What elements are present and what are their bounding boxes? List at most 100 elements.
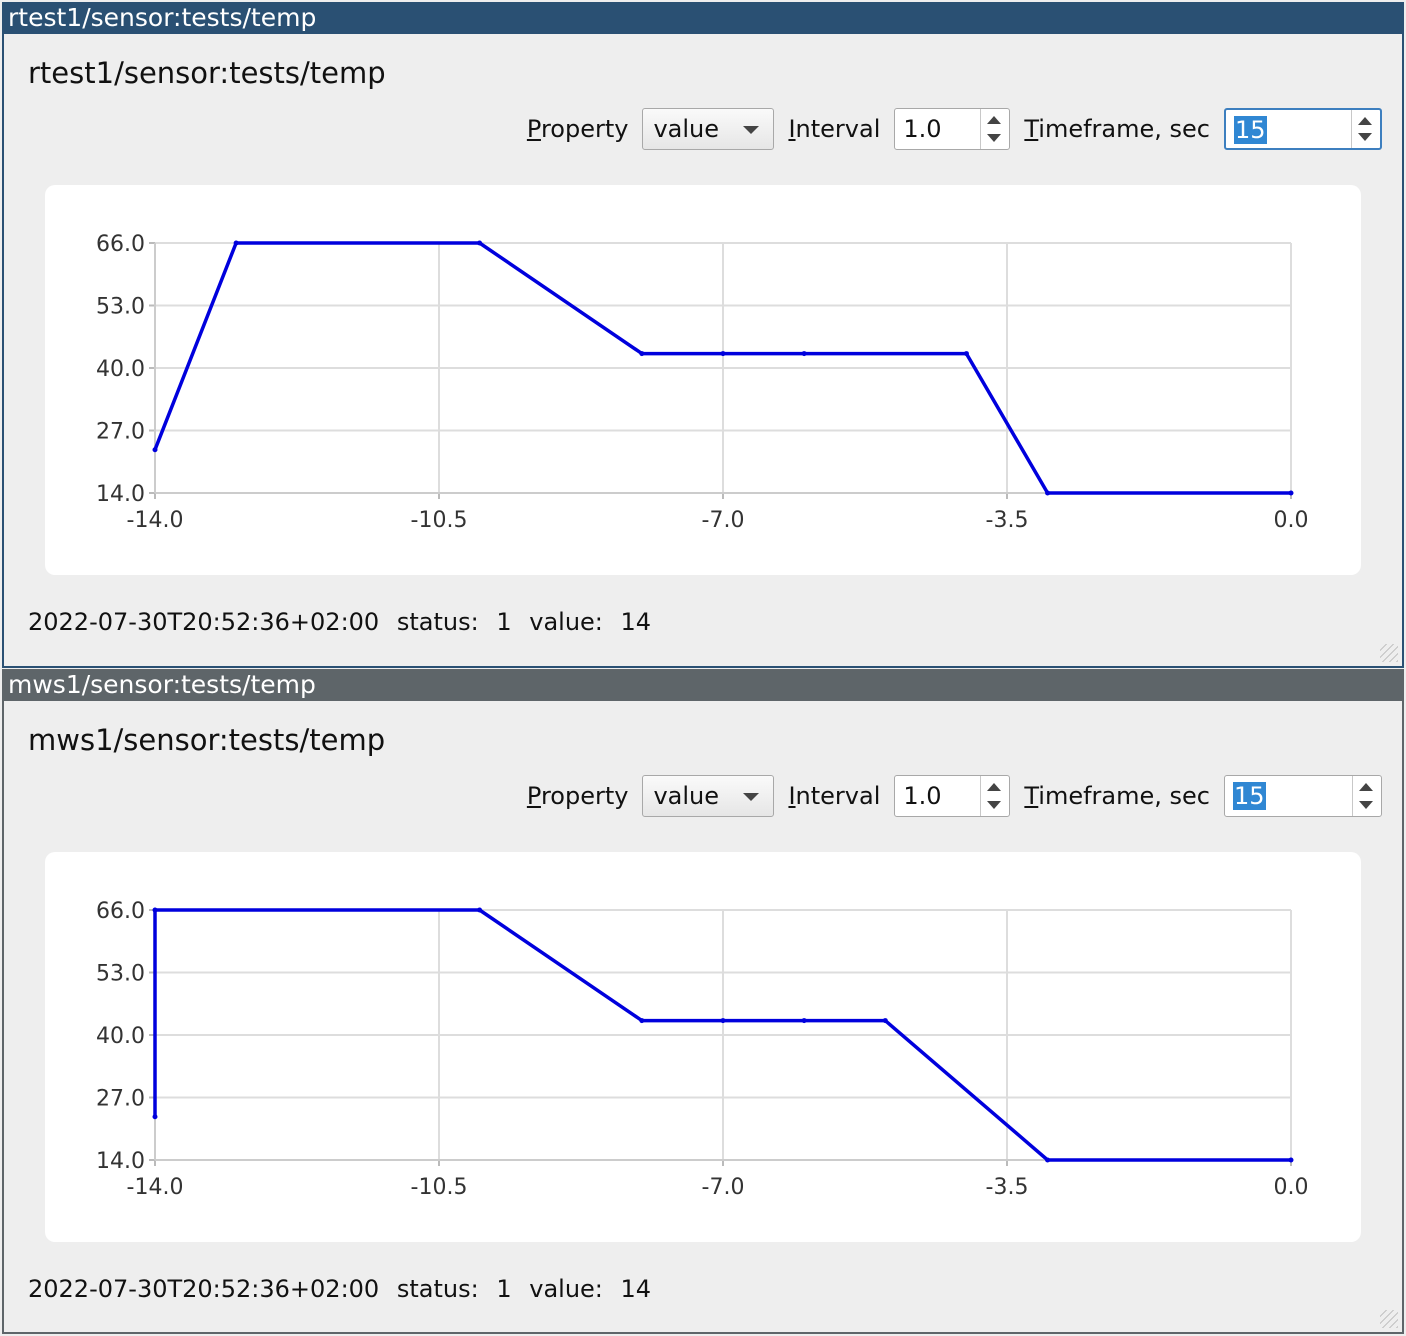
data-point xyxy=(477,907,483,913)
property-select[interactable]: value xyxy=(642,775,775,817)
spin-down-icon[interactable] xyxy=(1359,801,1373,809)
window-titlebar[interactable]: rtest1/sensor:tests/temp xyxy=(4,2,1402,34)
data-point xyxy=(233,240,239,246)
data-point xyxy=(152,907,158,913)
interval-label-rest: nterval xyxy=(795,782,881,810)
x-tick-label: -7.0 xyxy=(702,508,745,533)
line-chart: -14.0 -10.5 -7.0 -3.5 0.0 14.0 27.0 40.0 53.0 66.… xyxy=(96,232,1309,533)
resize-grip-icon[interactable] xyxy=(1380,1310,1398,1328)
y-tick-label: 66.0 xyxy=(96,232,145,257)
status-timestamp: 2022-07-30T20:52:36+02:00 xyxy=(28,608,380,636)
chevron-down-icon xyxy=(743,793,760,801)
interval-value: 1.0 xyxy=(903,782,942,810)
property-label: Property xyxy=(527,115,629,143)
y-tick-label: 27.0 xyxy=(96,1087,145,1112)
chart-panel: -14.0 -10.5 -7.0 -3.5 0.0 14.0 27.0 40.0 53.0 66.… xyxy=(45,185,1361,575)
data-point xyxy=(477,240,483,246)
property-select-value: value xyxy=(653,782,720,810)
y-tick-label: 53.0 xyxy=(96,295,145,320)
interval-label: Interval xyxy=(788,115,880,143)
value-value: 14 xyxy=(620,1275,652,1303)
status-line: 2022-07-30T20:52:36+02:00 status: 1 valu… xyxy=(28,1275,661,1303)
interval-label-mnemonic: I xyxy=(788,782,796,810)
resize-grip-icon[interactable] xyxy=(1380,644,1398,662)
spin-up-icon[interactable] xyxy=(987,783,1002,791)
status-value: 1 xyxy=(496,608,512,636)
timeframe-stepper[interactable] xyxy=(1351,110,1380,148)
property-label: Property xyxy=(527,782,629,810)
y-tick-label: 40.0 xyxy=(96,357,145,382)
property-select[interactable]: value xyxy=(642,108,775,150)
interval-spinbox[interactable]: 1.0 xyxy=(894,775,1011,817)
y-tick-label: 40.0 xyxy=(96,1024,145,1049)
x-tick-label: -3.5 xyxy=(986,1175,1029,1200)
timeframe-label: Timeframe, sec xyxy=(1024,782,1210,810)
value-label: value: xyxy=(529,608,603,636)
status-label: status: xyxy=(396,608,479,636)
data-point xyxy=(801,1018,807,1024)
timeframe-spinbox[interactable]: 15 xyxy=(1224,775,1382,817)
y-tick-label: 27.0 xyxy=(96,420,145,445)
x-tick-label: -14.0 xyxy=(127,508,184,533)
chart-controls: Property value Interval 1.0 Timeframe, s… xyxy=(527,773,1382,819)
sensor-heading: mws1/sensor:tests/temp xyxy=(28,723,386,757)
interval-stepper[interactable] xyxy=(980,776,1009,816)
x-tick-label: 0.0 xyxy=(1274,1175,1309,1200)
data-point xyxy=(963,351,969,357)
y-tick-label: 66.0 xyxy=(96,899,145,924)
status-value: 1 xyxy=(496,1275,512,1303)
y-tick-label: 53.0 xyxy=(96,962,145,987)
sensor-window-rtest1: rtest1/sensor:tests/temp rtest1/sensor:t… xyxy=(2,2,1404,668)
sensor-window-mws1: mws1/sensor:tests/temp mws1/sensor:tests… xyxy=(2,669,1404,1334)
interval-label-rest: nterval xyxy=(795,115,881,143)
timeframe-stepper[interactable] xyxy=(1352,776,1381,816)
data-point xyxy=(1288,490,1294,496)
value-value: 14 xyxy=(620,608,652,636)
spin-down-icon[interactable] xyxy=(987,801,1002,809)
x-tick-label: -10.5 xyxy=(411,1175,468,1200)
interval-stepper[interactable] xyxy=(980,109,1009,149)
spin-up-icon[interactable] xyxy=(1359,783,1373,791)
spin-up-icon[interactable] xyxy=(987,116,1002,124)
spin-down-icon[interactable] xyxy=(1358,133,1372,141)
data-point xyxy=(152,1114,158,1120)
timeframe-label-mnemonic: T xyxy=(1024,115,1039,143)
data-point xyxy=(720,351,726,357)
timeframe-label-rest: imeframe, sec xyxy=(1038,115,1210,143)
status-timestamp: 2022-07-30T20:52:36+02:00 xyxy=(28,1275,380,1303)
x-tick-label: -7.0 xyxy=(702,1175,745,1200)
sensor-heading: rtest1/sensor:tests/temp xyxy=(28,56,386,90)
property-label-mnemonic: P xyxy=(526,782,541,810)
status-label: status: xyxy=(396,1275,479,1303)
data-point xyxy=(801,351,807,357)
x-tick-label: 0.0 xyxy=(1274,508,1309,533)
spin-up-icon[interactable] xyxy=(1358,117,1372,125)
chevron-down-icon xyxy=(743,126,760,134)
timeframe-label: Timeframe, sec xyxy=(1024,115,1210,143)
window-titlebar[interactable]: mws1/sensor:tests/temp xyxy=(4,669,1402,701)
spin-down-icon[interactable] xyxy=(987,134,1002,142)
data-point xyxy=(639,1018,645,1024)
x-tick-label: -3.5 xyxy=(986,508,1029,533)
data-point xyxy=(639,351,645,357)
interval-value: 1.0 xyxy=(903,115,942,143)
x-tick-label: -10.5 xyxy=(411,508,468,533)
x-tick-label: -14.0 xyxy=(127,1175,184,1200)
interval-spinbox[interactable]: 1.0 xyxy=(894,108,1011,150)
property-label-mnemonic: P xyxy=(526,115,541,143)
data-point xyxy=(1045,490,1051,496)
line-chart: -14.0 -10.5 -7.0 -3.5 0.0 14.0 27.0 40.0 53.0 66.… xyxy=(96,899,1309,1200)
data-point xyxy=(1045,1157,1051,1163)
status-line: 2022-07-30T20:52:36+02:00 status: 1 valu… xyxy=(28,608,661,636)
timeframe-label-rest: imeframe, sec xyxy=(1038,782,1210,810)
property-label-rest: roperty xyxy=(540,782,629,810)
timeframe-value: 15 xyxy=(1233,782,1266,810)
timeframe-label-mnemonic: T xyxy=(1024,782,1039,810)
data-point xyxy=(882,1018,888,1024)
timeframe-spinbox[interactable]: 15 xyxy=(1224,108,1382,150)
property-label-rest: roperty xyxy=(540,115,629,143)
interval-label: Interval xyxy=(788,782,880,810)
data-point xyxy=(152,447,158,453)
interval-label-mnemonic: I xyxy=(788,115,796,143)
y-tick-label: 14.0 xyxy=(96,482,145,507)
